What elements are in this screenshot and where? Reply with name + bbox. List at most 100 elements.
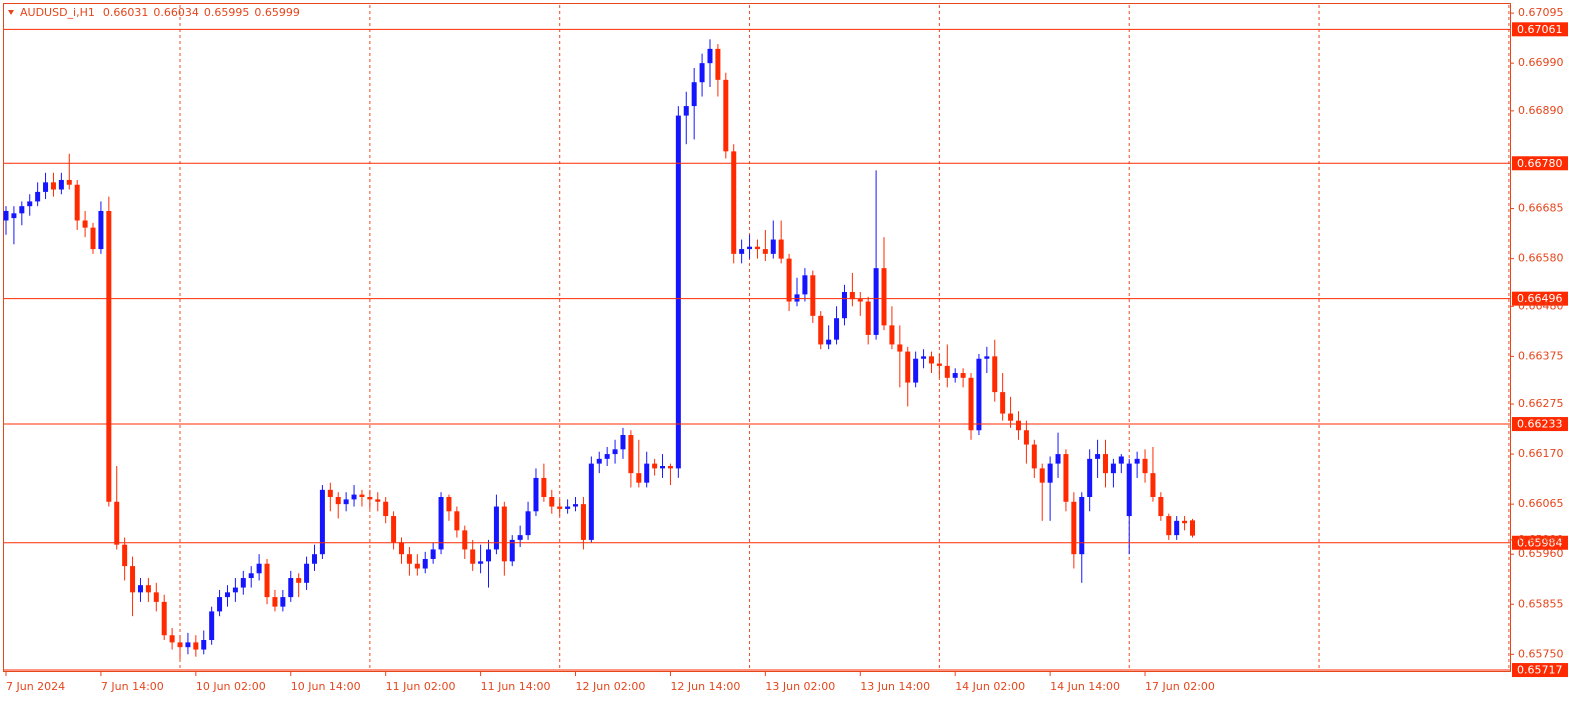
x-tick-label: 11 Jun 14:00 <box>481 680 551 693</box>
plot-frame <box>3 3 1511 672</box>
candle-body <box>217 597 223 612</box>
candle-body <box>74 184 80 221</box>
candle-body <box>525 511 531 536</box>
candle-body <box>707 48 713 64</box>
candle-body <box>319 489 325 555</box>
candle-body <box>280 597 286 607</box>
candle-body <box>359 494 365 497</box>
candle-body <box>3 210 9 221</box>
candle-body <box>27 201 33 207</box>
candle-body <box>573 504 579 507</box>
candle-body <box>1015 420 1021 431</box>
candle-body <box>802 275 808 295</box>
candle-body <box>786 258 792 302</box>
candle-body <box>169 635 175 643</box>
candle-body <box>422 558 428 569</box>
candle-body <box>486 549 492 562</box>
candle-body <box>1063 454 1069 502</box>
y-tick-label: 0.65750 <box>1518 647 1564 660</box>
level-label: 0.67061 <box>1517 23 1563 36</box>
candle-body <box>193 642 199 650</box>
candle-body <box>849 291 855 300</box>
candle-body <box>778 239 784 259</box>
candles <box>3 39 1195 660</box>
candle-body <box>1071 501 1077 555</box>
candle-body <box>660 466 666 469</box>
y-tick-label: 0.66065 <box>1518 497 1564 510</box>
candle-body <box>106 210 112 502</box>
candle-body <box>11 213 17 219</box>
menu-triangle <box>8 10 14 15</box>
header-price: 0.66031 <box>103 6 149 19</box>
candle-body <box>391 516 397 543</box>
candle-body <box>557 506 563 509</box>
y-tick-label: 0.66685 <box>1518 202 1564 215</box>
candle-body <box>1150 473 1156 497</box>
header-price: 0.65999 <box>254 6 300 19</box>
x-tick-label: 17 Jun 02:00 <box>1145 680 1215 693</box>
candle-body <box>153 592 159 602</box>
level-box <box>1512 156 1568 171</box>
candle-body <box>810 275 816 316</box>
candle-body <box>248 573 254 579</box>
candle-body <box>1134 458 1140 464</box>
candle-body <box>351 494 357 500</box>
candle-body <box>493 506 499 550</box>
candle-body <box>145 585 151 593</box>
candle-body <box>565 506 571 509</box>
candle-body <box>620 435 626 450</box>
candle-body <box>936 363 942 366</box>
candle-body <box>446 496 452 512</box>
grid <box>179 5 1510 671</box>
candle-body <box>224 592 230 598</box>
candle-body <box>952 373 958 378</box>
candle-body <box>406 554 412 564</box>
candle-body <box>762 249 768 254</box>
candle-body <box>1142 458 1148 474</box>
candle-body <box>841 291 847 319</box>
y-tick-label: 0.66170 <box>1518 447 1564 460</box>
candle-body <box>865 301 871 335</box>
candle-body <box>588 463 594 540</box>
x-tick-label: 7 Jun 2024 <box>6 680 65 693</box>
candle-body <box>454 511 460 531</box>
candle-body <box>857 299 863 302</box>
candle-body <box>881 268 887 326</box>
candle-body <box>873 268 879 335</box>
candle-body <box>43 182 49 192</box>
candle-body <box>478 561 484 564</box>
candle-body <box>731 151 737 254</box>
candle-body <box>1102 454 1108 474</box>
x-tick-label: 11 Jun 02:00 <box>386 680 456 693</box>
candle-body <box>185 642 191 648</box>
y-tick-label: 0.65855 <box>1518 597 1564 610</box>
candle-body <box>754 246 760 250</box>
candle-body <box>1126 463 1132 517</box>
candle-body <box>264 563 270 598</box>
candle-body <box>691 82 697 107</box>
candle-body <box>288 578 294 598</box>
level-box <box>1512 417 1568 432</box>
candle-body <box>501 506 507 562</box>
candle-body <box>232 587 238 593</box>
candle-body <box>652 463 658 469</box>
candle-body <box>1190 520 1195 536</box>
candle-body <box>992 356 998 393</box>
candle-body <box>921 356 927 359</box>
candle-body <box>114 501 120 545</box>
y-tick-label: 0.67095 <box>1518 6 1564 19</box>
y-tick-label: 0.66375 <box>1518 349 1564 362</box>
candle-body <box>304 563 310 583</box>
candle-body <box>383 501 389 517</box>
candle-body <box>794 294 800 302</box>
candle-body <box>549 496 555 507</box>
candle-body <box>1110 463 1116 474</box>
candle-body <box>913 358 919 383</box>
candle-body <box>19 206 25 214</box>
candle-body <box>818 315 824 345</box>
y-tick-label: 0.66990 <box>1518 56 1564 69</box>
candle-body <box>739 249 745 254</box>
candle-body <box>984 356 990 359</box>
